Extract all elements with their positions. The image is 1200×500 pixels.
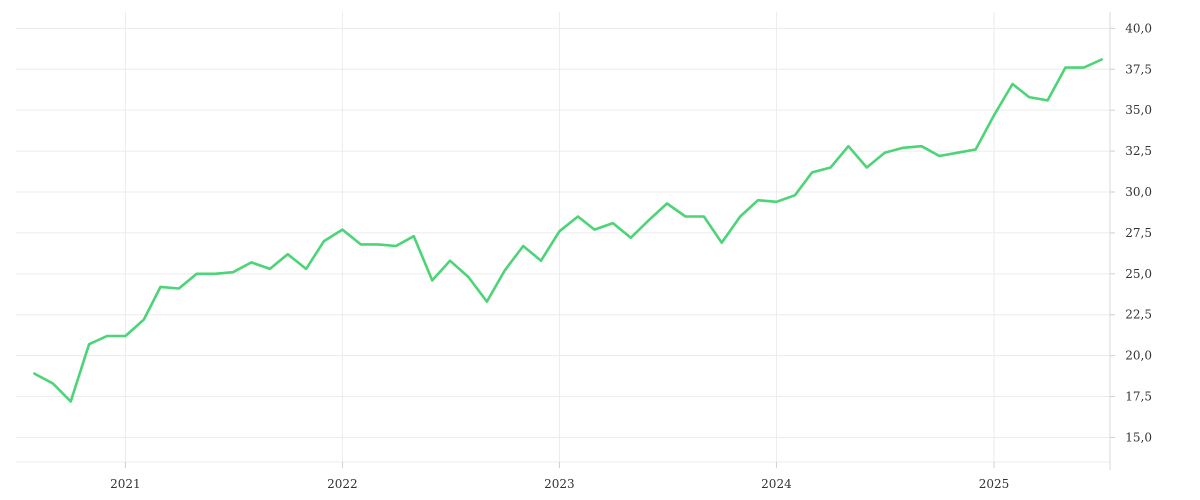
data-point: [1083, 66, 1085, 68]
y-tick-label: 20,0: [1125, 349, 1152, 363]
data-point: [993, 114, 995, 116]
data-point: [1101, 58, 1103, 60]
y-tick-label: 27,5: [1125, 226, 1152, 240]
grid-layer: [16, 12, 1110, 463]
data-point: [449, 260, 451, 262]
data-point: [159, 286, 161, 288]
data-point: [902, 147, 904, 149]
data-point: [593, 228, 595, 230]
data-point: [124, 335, 126, 337]
y-tick-label: 40,0: [1125, 21, 1152, 35]
data-point: [395, 245, 397, 247]
y-tick-label: 35,0: [1125, 103, 1152, 117]
x-tick-label: 2021: [110, 477, 141, 491]
y-tick-label: 37,5: [1125, 62, 1152, 76]
data-point: [866, 166, 868, 168]
data-point: [88, 343, 90, 345]
data-point: [920, 145, 922, 147]
x-tick-label: 2022: [327, 477, 358, 491]
data-point: [540, 260, 542, 262]
data-point: [974, 148, 976, 150]
data-point: [648, 219, 650, 221]
x-tick-label: 2025: [979, 477, 1010, 491]
data-point: [504, 269, 506, 271]
data-point: [1064, 66, 1066, 68]
axis-layer: [124, 12, 1115, 470]
y-tick-label: 22,5: [1125, 308, 1152, 322]
tick-label-layer: 15,0 17,5 20,0 22,5 25,0 27,5 30,0 32,5 35,0 37,5…: [110, 21, 1152, 491]
data-point: [232, 271, 234, 273]
data-point: [811, 171, 813, 173]
data-point: [467, 276, 469, 278]
data-point: [70, 400, 72, 402]
data-point: [630, 237, 632, 239]
data-point: [775, 201, 777, 203]
y-tick-label: 32,5: [1125, 144, 1152, 158]
data-point: [739, 215, 741, 217]
data-point: [106, 335, 108, 337]
data-point: [938, 155, 940, 157]
data-point: [884, 152, 886, 154]
data-point: [196, 273, 198, 275]
data-point: [431, 279, 433, 281]
data-point: [522, 245, 524, 247]
data-point: [250, 261, 252, 263]
data-point: [558, 230, 560, 232]
data-point: [794, 194, 796, 196]
data-point: [486, 300, 488, 302]
data-point: [1011, 83, 1013, 85]
data-point: [1046, 99, 1048, 101]
data-point: [577, 215, 579, 217]
data-point: [684, 215, 686, 217]
data-point: [33, 372, 35, 374]
data-point: [703, 215, 705, 217]
y-tick-label: 15,0: [1125, 430, 1152, 444]
data-point: [323, 240, 325, 242]
data-point: [178, 287, 180, 289]
data-point: [269, 268, 271, 270]
data-point: [360, 243, 362, 245]
data-point: [957, 152, 959, 154]
x-tick-label: 2024: [761, 477, 792, 491]
x-tick-label: 2023: [544, 477, 575, 491]
data-point: [413, 235, 415, 237]
data-point: [829, 166, 831, 168]
data-point: [143, 318, 145, 320]
series-line: [33, 58, 1103, 403]
data-point: [666, 202, 668, 204]
data-point: [341, 228, 343, 230]
y-tick-label: 25,0: [1125, 267, 1152, 281]
data-point: [214, 273, 216, 275]
data-point: [52, 382, 54, 384]
y-tick-label: 17,5: [1125, 390, 1152, 404]
data-point: [1028, 96, 1030, 98]
data-point: [287, 253, 289, 255]
series-layer: [33, 58, 1103, 403]
y-tick-label: 30,0: [1125, 185, 1152, 199]
data-point: [757, 199, 759, 201]
data-point: [612, 222, 614, 224]
data-point: [847, 145, 849, 147]
data-point: [305, 268, 307, 270]
data-point: [721, 242, 723, 244]
data-point: [376, 243, 378, 245]
